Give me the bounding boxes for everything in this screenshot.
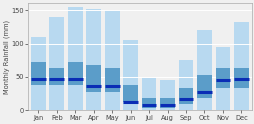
Bar bbox=[31, 37, 45, 110]
Bar bbox=[233, 22, 248, 110]
Bar bbox=[233, 68, 248, 88]
Bar bbox=[49, 17, 64, 110]
Bar bbox=[104, 68, 119, 92]
Bar bbox=[68, 62, 82, 85]
Bar bbox=[215, 47, 229, 110]
Bar bbox=[178, 60, 193, 110]
Bar bbox=[123, 40, 137, 110]
Bar bbox=[178, 88, 193, 104]
Bar bbox=[104, 10, 119, 110]
Bar bbox=[160, 80, 174, 110]
Bar bbox=[123, 85, 137, 102]
Bar bbox=[141, 78, 156, 110]
Bar bbox=[215, 68, 229, 88]
Bar bbox=[141, 98, 156, 108]
Bar bbox=[196, 30, 211, 110]
Bar bbox=[86, 65, 101, 92]
Bar bbox=[86, 9, 101, 110]
Bar bbox=[196, 75, 211, 98]
Bar bbox=[160, 98, 174, 108]
Y-axis label: Monthly Rainfall (mm): Monthly Rainfall (mm) bbox=[4, 20, 10, 94]
Bar bbox=[49, 68, 64, 85]
Bar bbox=[31, 62, 45, 85]
Bar bbox=[68, 7, 82, 110]
